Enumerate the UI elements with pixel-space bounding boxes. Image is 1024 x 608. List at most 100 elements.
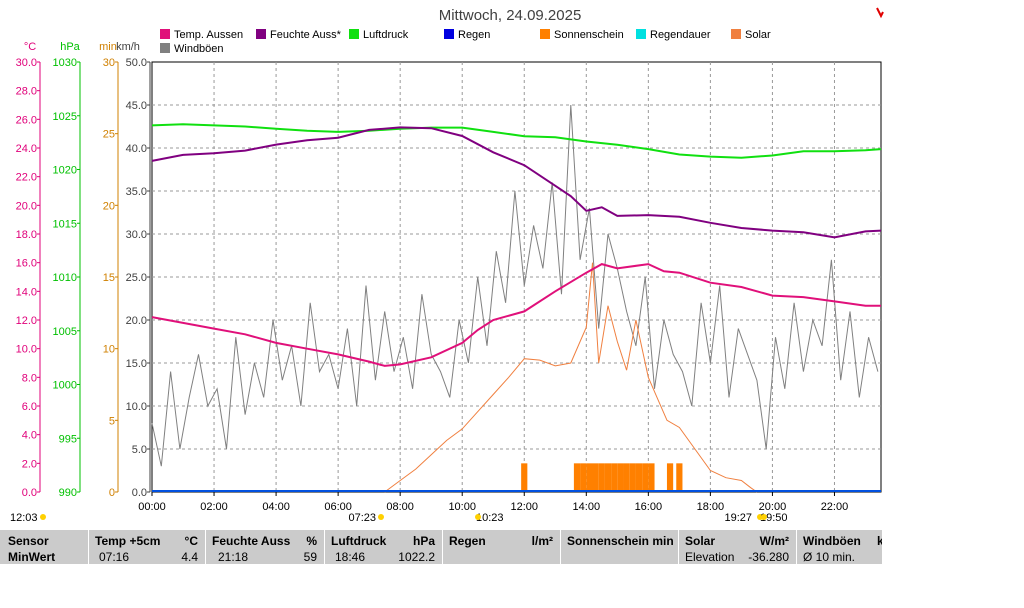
axis-tick-label: 1015 xyxy=(53,218,77,230)
col-feuchte-value: 59 xyxy=(303,550,317,564)
legend-label: Temp. Aussen xyxy=(174,29,243,41)
col-temp-value: 4.4 xyxy=(181,550,198,564)
axis-tick-label: 25 xyxy=(103,129,115,141)
sunshine-bar xyxy=(623,463,630,492)
col-luftdruck: Luftdruck hPa 18:46 1022.2 xyxy=(325,530,441,564)
col-luftdruck-time: 18:46 xyxy=(335,550,366,564)
legend-swatch xyxy=(349,29,359,39)
col-solar: Solar W/m² Elevation -36.280 xyxy=(679,530,795,564)
sunshine-bar xyxy=(611,463,618,492)
axis-tick-label: 16.0 xyxy=(16,258,37,270)
col-luftdruck-unit: hPa xyxy=(412,534,435,548)
sunshine-bar xyxy=(676,463,683,492)
col-windboeen-unit: k xyxy=(877,534,882,548)
sunshine-bar xyxy=(592,463,599,492)
axis-tick-label: 15 xyxy=(103,272,115,284)
axis-tick-label: 5 xyxy=(109,415,115,427)
axis-tick-label: 995 xyxy=(59,433,77,445)
legend-label: Feuchte Auss* xyxy=(270,29,342,41)
x-tick-label: 16:00 xyxy=(635,501,663,513)
legend-label: Regen xyxy=(458,29,490,41)
axis-tick-label: 1020 xyxy=(53,165,77,177)
axis-tick-label: 6.0 xyxy=(22,401,37,413)
axis-tick-label: 0 xyxy=(109,487,115,499)
col-luftdruck-name: Luftdruck xyxy=(331,534,387,548)
axis-tick-label: 30.0 xyxy=(126,229,147,241)
axis-tick-label: 1030 xyxy=(53,57,77,69)
legend-swatch xyxy=(256,29,266,39)
sunshine-bar xyxy=(617,463,624,492)
row-label-sensor: Sensor xyxy=(8,534,49,548)
sun-icon xyxy=(378,514,384,520)
sun-icon xyxy=(475,514,481,520)
x-tick-label: 12:00 xyxy=(510,501,538,513)
x-tick-label: 18:00 xyxy=(697,501,725,513)
legend-label: Windböen xyxy=(174,43,224,55)
axis-tick-label: 18.0 xyxy=(16,229,37,241)
sun-icon xyxy=(40,514,46,520)
axis-tick-label: 40.0 xyxy=(126,143,147,155)
sunshine-bar xyxy=(642,463,649,492)
weather-chart: Mittwoch, 24.09.2025 Temp. Aussen Feuchte… xyxy=(10,7,884,524)
sunshine-bar xyxy=(573,463,581,492)
legend-label: Sonnenschein xyxy=(554,29,624,41)
series-layer xyxy=(151,104,882,493)
series-line xyxy=(151,126,882,239)
col-sonnenschein-name: Sonnenschein min xyxy=(567,534,674,548)
col-feuchte: Feuchte Auss % 21:18 59 xyxy=(206,530,323,564)
col-temp: Temp +5cm °C 07:16 4.4 xyxy=(89,530,204,564)
axis-tick-label: 1005 xyxy=(53,326,77,338)
row-label-minwert: MinWert xyxy=(8,550,56,564)
col-feuchte-name: Feuchte Auss xyxy=(212,534,291,548)
col-temp-unit: °C xyxy=(184,534,198,548)
axis-tick-label: 4.0 xyxy=(22,430,37,442)
sun-icon xyxy=(761,514,767,520)
sunshine-bar xyxy=(604,463,612,492)
col-windboeen-time: Ø 10 min. xyxy=(803,550,856,564)
x-tick-label: 22:00 xyxy=(821,501,849,513)
axis-tick-label: 35.0 xyxy=(126,186,147,198)
col-solar-time: Elevation xyxy=(685,550,735,564)
legend-swatch xyxy=(636,29,646,39)
series-line xyxy=(151,123,882,159)
sunshine-bar xyxy=(586,463,593,492)
legend-swatch xyxy=(160,29,170,39)
legend-label: Luftdruck xyxy=(363,29,409,41)
col-solar-value: -36.280 xyxy=(748,550,789,564)
x-tick-label: 10:00 xyxy=(448,501,476,513)
sunshine-bar xyxy=(629,463,636,492)
sun-marker-label: 19:27 xyxy=(724,512,752,524)
axis-tick-label: 45.0 xyxy=(126,100,147,112)
series-line xyxy=(384,262,758,493)
x-tick-label: 20:00 xyxy=(759,501,787,513)
x-tick-label: 08:00 xyxy=(386,501,414,513)
col-temp-time: 07:16 xyxy=(99,550,130,564)
axis-tick-label: 24.0 xyxy=(16,143,37,155)
axis-tick-label: 990 xyxy=(59,487,77,499)
sun-marker-label: 19:50 xyxy=(760,512,788,524)
x-tick-label: 06:00 xyxy=(324,501,352,513)
min-values-table: Sensor MinWert Temp +5cm °C 07:16 4.4 Fe… xyxy=(0,530,882,564)
axis-tick-label: 30 xyxy=(103,57,115,69)
axis-unit: hPa xyxy=(60,41,80,53)
legend: Temp. Aussen Feuchte Auss* Luftdruck Regen S… xyxy=(160,29,771,55)
x-tick-label: 00:00 xyxy=(138,501,166,513)
axis-unit: °C xyxy=(24,41,36,53)
legend-swatch xyxy=(444,29,454,39)
axis-tick-label: 2.0 xyxy=(22,458,37,470)
axis-tick-label: 10.0 xyxy=(16,344,37,356)
col-windboeen: Windböen k Ø 10 min. xyxy=(797,530,882,564)
axis-tick-label: 0.0 xyxy=(22,487,37,499)
axis-tick-label: 12.0 xyxy=(16,315,37,327)
axis-tick-label: 20 xyxy=(103,200,115,212)
x-axis: 00:00 02:00 04:00 06:00 08:00 10:00 12:00 14:00… xyxy=(138,492,848,513)
axis-tick-label: 1025 xyxy=(53,111,77,123)
sun-marker-label: 10:23 xyxy=(476,512,504,524)
sunshine-bar xyxy=(635,463,643,492)
col-solar-unit: W/m² xyxy=(759,534,789,548)
axis-tick-label: 1000 xyxy=(53,380,77,392)
axis-tick-label: 20.0 xyxy=(126,315,147,327)
col-sonnenschein: Sonnenschein min xyxy=(561,530,677,564)
col-temp-name: Temp +5cm xyxy=(95,534,161,548)
sunshine-bar xyxy=(666,463,674,492)
